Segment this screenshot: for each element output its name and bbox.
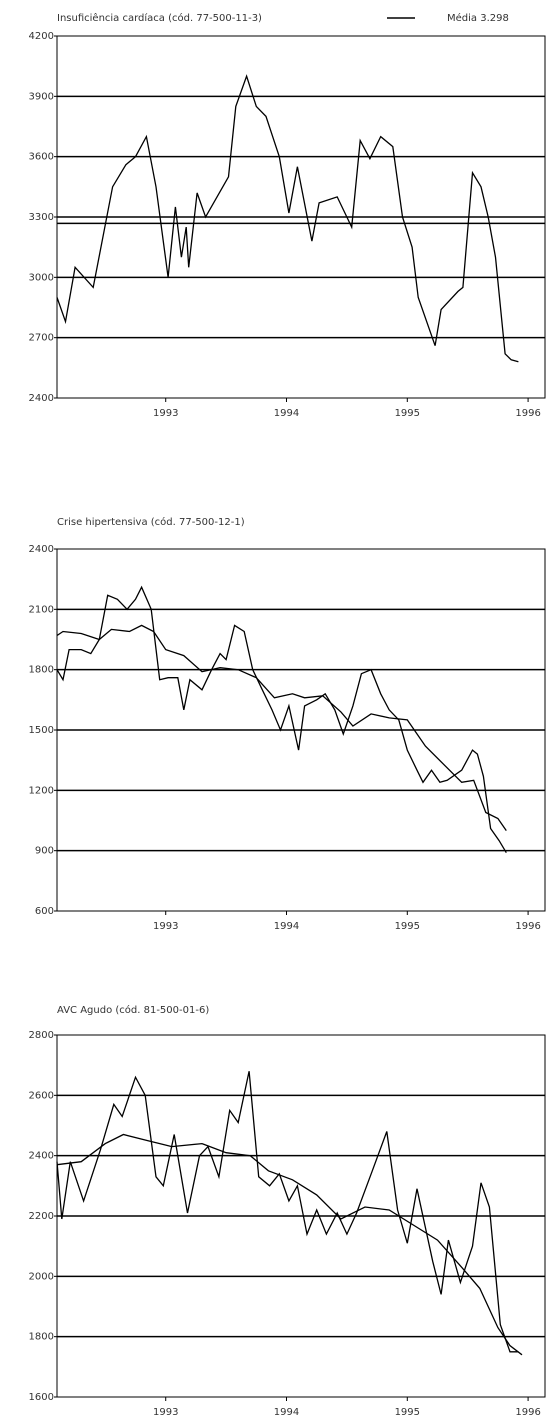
y-tick-label: 3600 (29, 152, 54, 163)
y-tick-label: 900 (35, 846, 54, 857)
x-tick-label: 1994 (274, 408, 299, 419)
y-tick-label: 1600 (29, 1392, 54, 1403)
x-tick-label: 1995 (395, 921, 420, 932)
y-tick-label: 2400 (29, 544, 54, 555)
x-tick-label: 1996 (515, 921, 540, 932)
y-tick-label: 3300 (29, 212, 54, 223)
x-tick-label: 1993 (153, 408, 178, 419)
y-tick-label: 1800 (29, 1332, 54, 1343)
series-line (56, 74, 519, 363)
series-line (56, 585, 507, 854)
y-tick-label: 2000 (29, 1271, 54, 1282)
legend-label: Média 3.298 (447, 12, 509, 24)
y-tick-label: 1500 (29, 725, 54, 736)
y-tick-label: 2100 (29, 604, 54, 615)
x-tick-label: 1994 (274, 921, 299, 932)
x-tick-label: 1996 (515, 1407, 540, 1418)
y-tick-label: 3000 (29, 272, 54, 283)
y-tick-label: 600 (35, 906, 54, 917)
y-tick-label: 2400 (29, 1151, 54, 1162)
y-tick-label: 2400 (29, 393, 54, 404)
y-tick-label: 4200 (29, 31, 54, 42)
x-tick-label: 1994 (274, 1407, 299, 1418)
y-tick-label: 2600 (29, 1090, 54, 1101)
y-tick-label: 2800 (29, 1030, 54, 1041)
series-line (56, 1071, 519, 1353)
y-tick-label: 3900 (29, 91, 54, 102)
x-tick-label: 1993 (153, 1407, 178, 1418)
x-tick-label: 1995 (395, 408, 420, 419)
chart-title: Crise hipertensiva (cód. 77-500-12-1) (57, 516, 245, 528)
y-tick-label: 2200 (29, 1211, 54, 1222)
y-tick-label: 1200 (29, 785, 54, 796)
chart-title: AVC Agudo (cód. 81-500-01-6) (57, 1004, 209, 1016)
chart-title: Insuficiência cardíaca (cód. 77-500-11-3… (57, 12, 262, 24)
x-tick-label: 1996 (515, 408, 540, 419)
x-tick-label: 1993 (153, 921, 178, 932)
y-tick-label: 1800 (29, 665, 54, 676)
y-tick-label: 2700 (29, 333, 54, 344)
series-line (56, 1133, 523, 1356)
x-tick-label: 1995 (395, 1407, 420, 1418)
series-line (56, 624, 507, 831)
